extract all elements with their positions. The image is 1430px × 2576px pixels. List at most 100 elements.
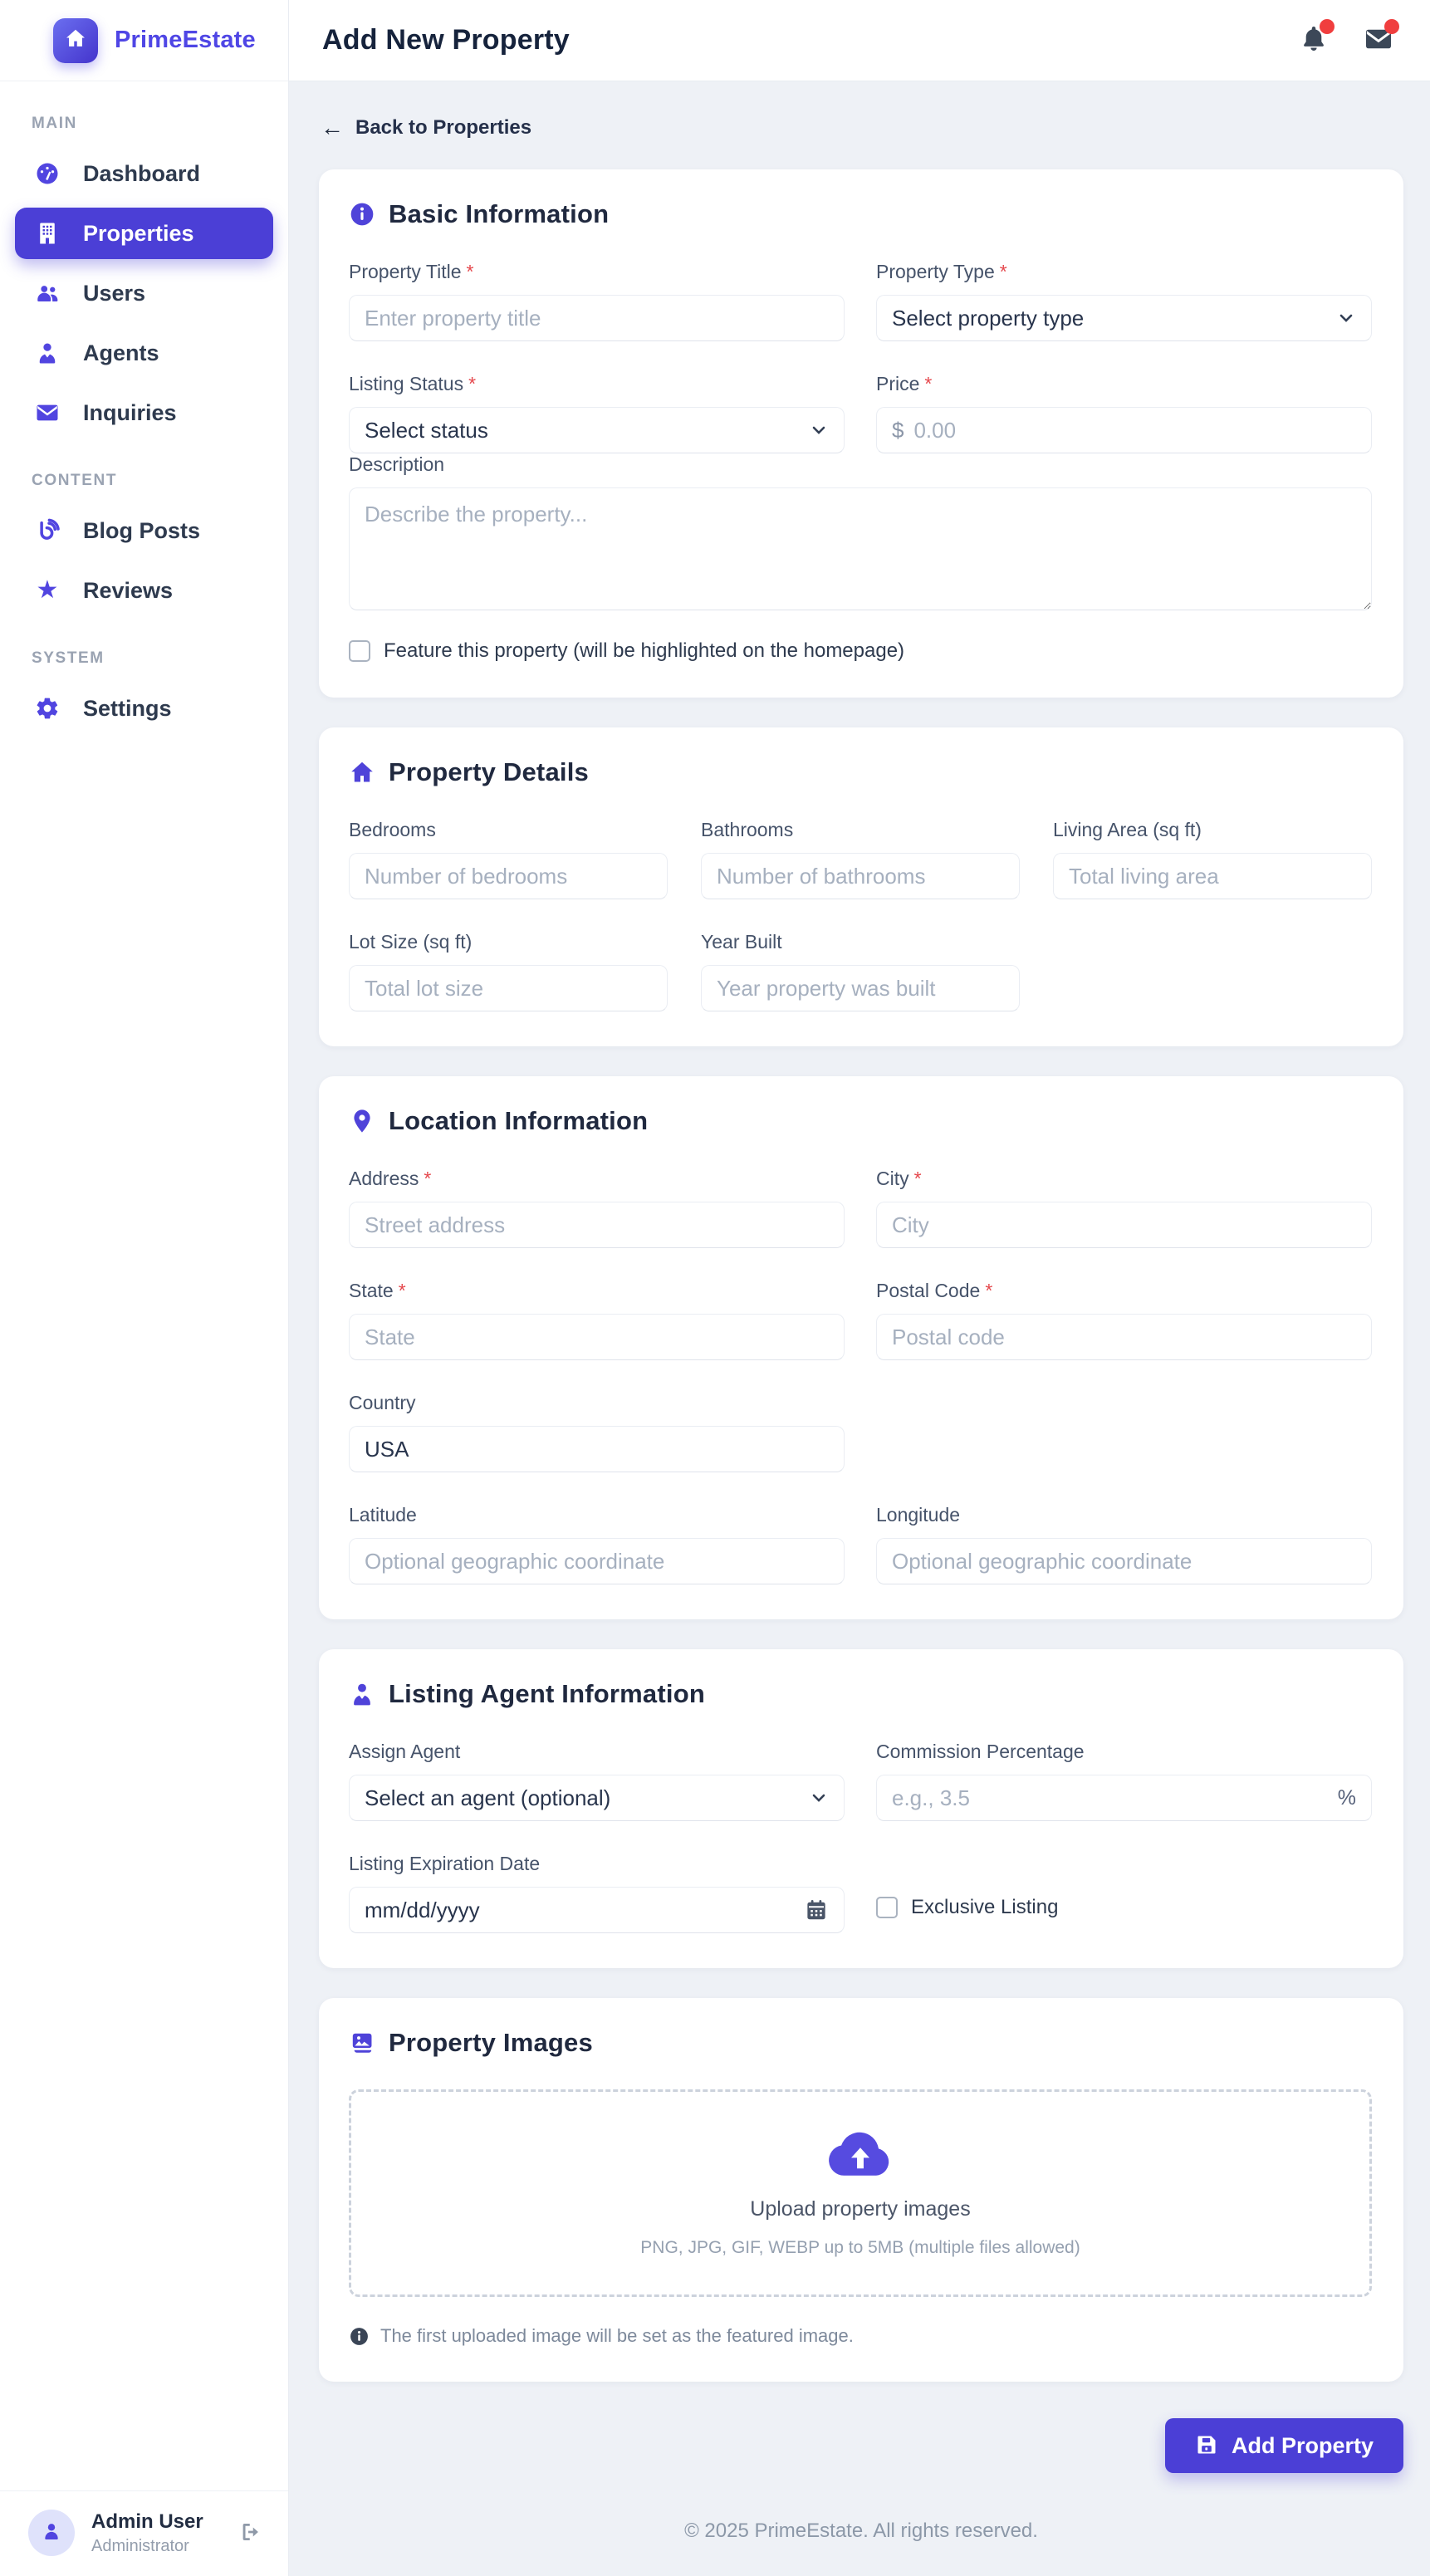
property-images-card: Property Images Upload property images P…	[319, 1998, 1403, 2382]
nav-section-system: SYSTEM	[32, 649, 105, 667]
exclusive-listing-checkbox[interactable]	[876, 1897, 898, 1918]
lot-size-input[interactable]	[365, 975, 652, 1002]
sidebar-item-label: Blog Posts	[83, 517, 201, 543]
basic-information-card: Basic Information Property Title* Proper…	[319, 169, 1403, 698]
select-value: Select an agent (optional)	[365, 1785, 611, 1810]
bedrooms-input[interactable]	[365, 863, 652, 889]
messages-button[interactable]	[1364, 19, 1399, 56]
city-field: City *	[876, 1168, 1372, 1248]
save-icon	[1195, 2433, 1218, 2459]
field-label: Postal Code	[876, 1280, 981, 1301]
sidebar-item-properties[interactable]: Properties	[15, 208, 273, 259]
listing-status-select[interactable]: Select status	[349, 407, 845, 453]
field-label: Price	[876, 373, 920, 394]
brand-logo	[53, 17, 98, 63]
field-label: Listing Expiration Date	[349, 1853, 541, 1874]
sidebar-item-label: Dashboard	[83, 160, 201, 186]
sidebar-item-inquiries[interactable]: Inquiries	[15, 387, 273, 438]
bell-icon	[1299, 24, 1329, 56]
select-value: Select property type	[892, 305, 1085, 331]
sidebar-nav: MAIN Dashboard Properties Users	[0, 81, 288, 2490]
image-upload-dropzone[interactable]: Upload property images PNG, JPG, GIF, WE…	[349, 2089, 1372, 2297]
field-label: Bedrooms	[349, 819, 436, 840]
sidebar-item-users[interactable]: Users	[15, 267, 273, 319]
year-built-input[interactable]	[717, 975, 1004, 1002]
section-title: Property Images	[389, 2028, 593, 2057]
calendar-icon	[804, 1898, 829, 1922]
listing-status-field: Listing Status * Select status	[349, 373, 845, 453]
field-label: Living Area (sq ft)	[1053, 819, 1202, 840]
avatar	[28, 2510, 75, 2556]
living-area-field: Living Area (sq ft)	[1053, 819, 1372, 899]
date-value: mm/dd/yyyy	[365, 1897, 480, 1922]
submit-label: Add Property	[1231, 2432, 1374, 2458]
price-field: Price * $	[876, 373, 1372, 453]
lot-size-field: Lot Size (sq ft)	[349, 931, 668, 1011]
feature-checkbox[interactable]	[349, 640, 370, 662]
chevron-down-icon	[809, 420, 829, 440]
property-title-input[interactable]	[365, 305, 829, 331]
star-icon: ★	[36, 575, 59, 605]
longitude-input[interactable]	[892, 1548, 1356, 1574]
latitude-input[interactable]	[365, 1548, 829, 1574]
bathrooms-field: Bathrooms	[701, 819, 1020, 899]
field-label: Latitude	[349, 1504, 417, 1526]
city-input[interactable]	[892, 1212, 1356, 1238]
longitude-field: Longitude	[876, 1504, 1372, 1584]
building-icon	[33, 221, 61, 246]
field-label: State	[349, 1280, 394, 1301]
sidebar-item-settings[interactable]: Settings	[15, 683, 273, 734]
field-label: Property Type	[876, 261, 995, 282]
checkbox-label: Exclusive Listing	[911, 1896, 1059, 1918]
sidebar-item-label: Users	[83, 280, 146, 306]
description-textarea[interactable]	[349, 487, 1372, 610]
checkbox-label: Feature this property (will be highlight…	[384, 639, 905, 662]
back-to-properties-link[interactable]: ← Back to Properties	[321, 116, 531, 140]
cloud-upload-icon	[827, 2128, 894, 2181]
arrow-left-icon: ←	[321, 115, 344, 140]
envelope-icon	[33, 400, 61, 425]
home-icon	[349, 759, 375, 786]
sidebar-item-reviews[interactable]: ★ Reviews	[15, 565, 273, 616]
gear-icon	[33, 696, 61, 721]
chevron-down-icon	[1336, 308, 1356, 328]
user-role: Administrator	[91, 2536, 189, 2555]
postal-code-input[interactable]	[892, 1324, 1356, 1350]
feature-property-checkbox-row[interactable]: Feature this property (will be highlight…	[349, 639, 1372, 663]
add-property-button[interactable]: Add Property	[1164, 2418, 1403, 2473]
upload-hint: PNG, JPG, GIF, WEBP up to 5MB (multiple …	[640, 2238, 1080, 2257]
commission-field: Commission Percentage %	[876, 1741, 1372, 1821]
section-title: Listing Agent Information	[389, 1679, 705, 1708]
sidebar-item-agents[interactable]: Agents	[15, 327, 273, 379]
sidebar-item-dashboard[interactable]: Dashboard	[15, 148, 273, 199]
logout-icon	[238, 2520, 263, 2547]
main-content: ← Back to Properties Basic Information P…	[289, 81, 1430, 2576]
property-details-card: Property Details Bedrooms Bathrooms Livi…	[319, 727, 1403, 1046]
state-field: State *	[349, 1280, 845, 1360]
country-input[interactable]: USA	[365, 1436, 409, 1462]
bathrooms-input[interactable]	[717, 863, 1004, 889]
mail-icon	[1364, 24, 1393, 56]
back-link-label: Back to Properties	[355, 116, 532, 139]
required-mark: *	[985, 1280, 993, 1301]
info-circle-icon	[349, 201, 375, 228]
notifications-button[interactable]	[1299, 19, 1335, 56]
sidebar-item-blog-posts[interactable]: Blog Posts	[15, 505, 273, 556]
images-icon	[349, 2030, 375, 2056]
price-input[interactable]	[913, 417, 1356, 443]
expiration-date-input[interactable]: mm/dd/yyyy	[349, 1887, 845, 1933]
sidebar-item-label: Reviews	[83, 577, 174, 603]
assign-agent-select[interactable]: Select an agent (optional)	[349, 1775, 845, 1821]
exclusive-listing-checkbox-row[interactable]: Exclusive Listing	[876, 1896, 1372, 1919]
expiration-date-field: Listing Expiration Date mm/dd/yyyy	[349, 1853, 845, 1933]
latitude-field: Latitude	[349, 1504, 845, 1584]
page-title: Add New Property	[322, 24, 570, 56]
state-input[interactable]	[365, 1324, 829, 1350]
commission-input[interactable]	[892, 1785, 1328, 1811]
logout-button[interactable]	[238, 2520, 263, 2547]
property-type-select[interactable]: Select property type	[876, 295, 1372, 341]
address-input[interactable]	[365, 1212, 829, 1238]
living-area-input[interactable]	[1069, 863, 1356, 889]
info-circle-icon	[349, 2326, 370, 2347]
sidebar-item-label: Agents	[83, 340, 159, 365]
